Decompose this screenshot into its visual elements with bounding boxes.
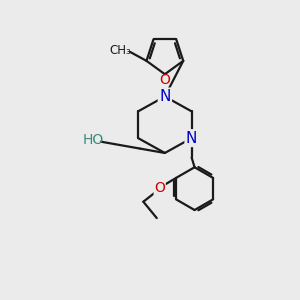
Text: O: O [159, 73, 170, 87]
Text: CH₃: CH₃ [110, 44, 131, 57]
Text: HO: HO [83, 134, 104, 148]
Text: N: N [186, 130, 197, 146]
Text: N: N [159, 89, 170, 104]
Text: O: O [154, 181, 165, 195]
